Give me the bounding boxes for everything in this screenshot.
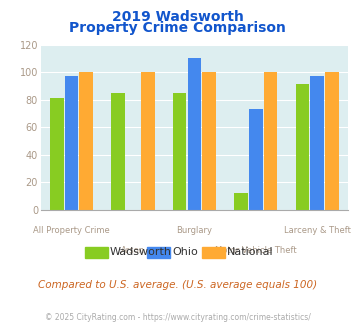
Bar: [310, 76, 324, 210]
Bar: [202, 72, 216, 210]
Text: 2019 Wadsworth: 2019 Wadsworth: [111, 10, 244, 24]
Text: National: National: [227, 248, 274, 257]
Bar: [264, 72, 277, 210]
Text: © 2025 CityRating.com - https://www.cityrating.com/crime-statistics/: © 2025 CityRating.com - https://www.city…: [45, 313, 310, 322]
Bar: [325, 72, 339, 210]
Bar: [173, 93, 186, 210]
Bar: [187, 58, 201, 210]
Text: Wadsworth: Wadsworth: [110, 248, 172, 257]
Text: Compared to U.S. average. (U.S. average equals 100): Compared to U.S. average. (U.S. average …: [38, 280, 317, 290]
Bar: [296, 84, 309, 210]
Text: Ohio: Ohio: [172, 248, 198, 257]
Text: Burglary: Burglary: [176, 226, 212, 235]
Text: Property Crime Comparison: Property Crime Comparison: [69, 21, 286, 35]
Bar: [249, 109, 263, 210]
Text: All Property Crime: All Property Crime: [33, 226, 110, 235]
Bar: [65, 76, 78, 210]
Bar: [141, 72, 154, 210]
Bar: [111, 93, 125, 210]
Bar: [80, 72, 93, 210]
Text: Motor Vehicle Theft: Motor Vehicle Theft: [215, 246, 296, 255]
Bar: [234, 193, 248, 210]
Text: Arson: Arson: [121, 246, 145, 255]
Text: Larceny & Theft: Larceny & Theft: [284, 226, 351, 235]
Bar: [50, 98, 64, 210]
